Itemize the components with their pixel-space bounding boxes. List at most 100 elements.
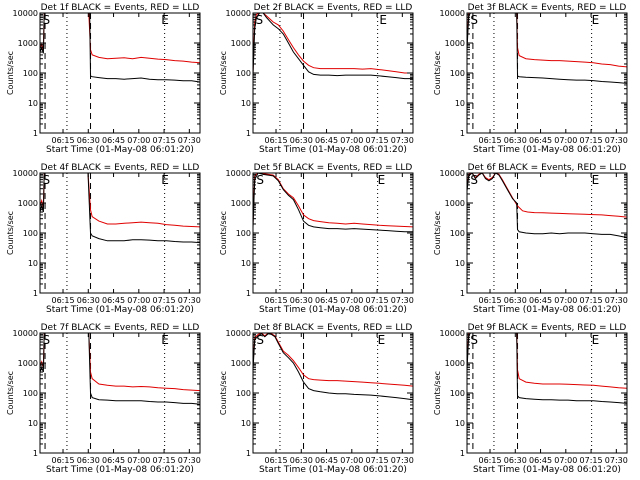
y-tick-label: 10000 [13,9,38,18]
y-axis-label: Counts/sec [219,371,228,415]
x-tick-label: 07:00 [340,456,363,465]
y-axis-label: Counts/sec [6,211,15,255]
y-tick-label: 10 [455,259,465,268]
x-tick-label: 07:15 [153,296,176,305]
x-tick-label: 07:30 [391,136,414,145]
x-tick-label: 06:30 [290,136,313,145]
x-tick-label: 06:45 [315,136,338,145]
x-tick-label: 07:30 [178,296,201,305]
detector-panel-6: Det 6f BLACK = Events, RED = LLD 1 10 100 10… [433,163,628,315]
lld-rate-line [40,333,200,392]
x-tick-label: 07:30 [391,296,414,305]
y-tick-label: 1 [33,449,38,458]
start-marker-label: S [256,173,264,187]
start-marker-label: S [43,173,51,187]
x-tick-label: 06:45 [102,136,125,145]
end-marker-label: E [161,173,169,187]
y-tick-label: 10 [241,259,251,268]
x-tick-label: 07:30 [178,136,201,145]
x-axis-label: Start Time (01-May-08 06:01:20) [259,465,407,475]
y-tick-label: 1000 [445,359,465,368]
plot-frame [39,332,201,454]
events-rate-line [40,173,200,244]
detector-panel-4: Det 4f BLACK = Events, RED = LLD 1 10 100 10… [6,163,201,315]
y-tick-label: 10 [28,259,38,268]
y-axis-label: Counts/sec [219,51,228,95]
y-tick-label: 10000 [13,329,38,338]
y-tick-label: 1 [460,289,465,298]
y-tick-label: 1000 [231,39,251,48]
y-tick-label: 100 [236,69,251,78]
end-marker-label: E [378,173,386,187]
y-tick-label: 10 [455,419,465,428]
events-rate-line [40,333,200,405]
y-tick-label: 1000 [18,39,38,48]
lld-rate-line [40,173,200,228]
end-marker-label: E [378,333,386,347]
x-tick-label: 06:15 [264,136,287,145]
x-tick-label: 06:15 [51,136,74,145]
y-tick-label: 100 [450,69,465,78]
x-tick-label: 07:00 [127,136,150,145]
panel-title: Det 8f BLACK = Events, RED = LLD [254,323,413,333]
y-tick-label: 1000 [231,359,251,368]
lld-rate-line [467,13,627,68]
start-marker-label: S [470,13,478,27]
lld-rate-line [253,333,413,387]
start-marker-label: S [256,13,264,27]
y-tick-label: 1000 [445,199,465,208]
start-marker-label: S [470,333,478,347]
y-tick-label: 1 [460,129,465,138]
y-axis-label: Counts/sec [219,211,228,255]
x-tick-label: 07:00 [554,136,577,145]
start-marker-label: S [43,333,51,347]
end-marker-label: E [161,333,169,347]
x-tick-label: 07:00 [554,296,577,305]
y-tick-label: 1000 [231,199,251,208]
x-tick-label: 07:30 [605,296,628,305]
start-marker-label: S [470,173,478,187]
plot-frame [252,172,414,294]
panel-title: Det 1f BLACK = Events, RED = LLD [41,3,200,13]
x-axis-label: Start Time (01-May-08 06:01:20) [259,145,407,155]
x-tick-label: 06:15 [478,296,501,305]
x-axis-label: Start Time (01-May-08 06:01:20) [46,145,194,155]
y-tick-label: 100 [23,229,38,238]
panel-title: Det 7f BLACK = Events, RED = LLD [41,323,200,333]
lld-rate-line [253,173,413,228]
y-axis-label: Counts/sec [433,371,442,415]
x-tick-label: 07:30 [605,136,628,145]
end-marker-label: E [592,13,600,27]
panel-title: Det 2f BLACK = Events, RED = LLD [254,3,413,13]
x-tick-label: 07:00 [127,296,150,305]
x-tick-label: 06:30 [77,456,100,465]
events-rate-line [253,13,413,80]
detector-panel-2: Det 2f BLACK = Events, RED = LLD 1 10 100 10… [219,3,414,155]
y-tick-label: 10000 [440,169,465,178]
x-tick-label: 07:15 [580,456,603,465]
y-tick-label: 10 [28,99,38,108]
panel-title: Det 9f BLACK = Events, RED = LLD [468,323,627,333]
x-tick-label: 06:45 [102,296,125,305]
detector-panel-3: Det 3f BLACK = Events, RED = LLD 1 10 100 10… [433,3,628,155]
y-tick-label: 100 [23,69,38,78]
x-tick-label: 06:30 [77,136,100,145]
panel-title: Det 3f BLACK = Events, RED = LLD [468,3,627,13]
y-tick-label: 1000 [18,199,38,208]
end-marker-label: E [592,333,600,347]
detector-panel-9: Det 9f BLACK = Events, RED = LLD 1 10 100 10… [433,323,628,475]
x-tick-label: 06:15 [51,296,74,305]
y-tick-label: 1 [246,129,251,138]
detector-panel-1: Det 1f BLACK = Events, RED = LLD 1 10 100 10… [6,3,201,155]
y-tick-label: 10000 [13,169,38,178]
detector-panel-7: Det 7f BLACK = Events, RED = LLD 1 10 100 10… [6,323,201,475]
y-tick-label: 100 [450,229,465,238]
y-tick-label: 10 [241,419,251,428]
x-tick-label: 06:45 [315,456,338,465]
lld-rate-line [253,13,413,74]
start-marker-label: S [256,333,264,347]
x-tick-label: 06:15 [51,456,74,465]
plot-frame [39,172,201,294]
end-marker-label: E [161,13,169,27]
x-tick-label: 06:15 [264,456,287,465]
